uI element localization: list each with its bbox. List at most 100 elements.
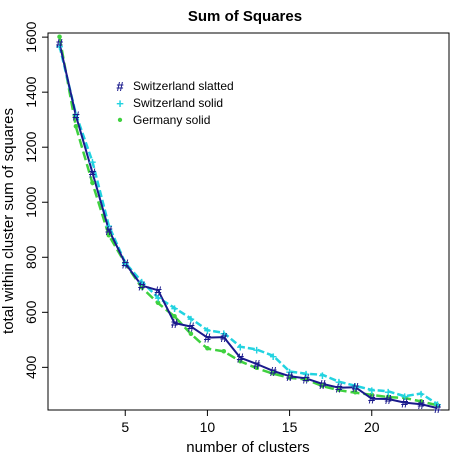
data-point: # xyxy=(352,380,360,395)
data-point: # xyxy=(56,36,64,51)
series-layer: •••••••••• •• • • • • • • • • • • • •++++++++++ ++ + ++ +… xyxy=(56,29,442,416)
legend-label: Germany solid xyxy=(133,113,210,127)
data-point: + xyxy=(121,256,129,271)
data-point: + xyxy=(138,274,146,289)
data-point: • xyxy=(402,390,408,407)
data-point: • xyxy=(73,119,79,136)
y-tick-label: 1000 xyxy=(23,186,39,217)
data-point: + xyxy=(105,219,113,234)
plot-frame xyxy=(47,32,450,411)
data-point: # xyxy=(270,364,278,379)
legend-label: Switzerland slatted xyxy=(133,79,234,93)
data-point: + xyxy=(236,340,244,355)
data-point: + xyxy=(384,384,392,399)
data-point: + xyxy=(352,379,360,394)
data-point: + xyxy=(286,364,294,379)
data-point: • xyxy=(90,175,96,192)
data-point: • xyxy=(270,366,276,383)
series-line xyxy=(58,42,438,410)
data-point: + xyxy=(319,368,327,383)
data-point: # xyxy=(89,166,97,181)
data-point: • xyxy=(172,308,178,325)
data-point: • xyxy=(287,370,293,387)
data-point: • xyxy=(320,378,326,395)
data-point: • xyxy=(353,385,359,402)
legend-marker: + xyxy=(116,96,124,111)
data-point: + xyxy=(335,375,343,390)
data-point: • xyxy=(435,397,441,414)
data-point: # xyxy=(434,401,442,416)
data-point: + xyxy=(417,386,425,401)
y-tick-label: 1400 xyxy=(23,76,39,107)
data-point: # xyxy=(72,109,80,124)
data-point: • xyxy=(237,353,243,370)
data-point: # xyxy=(253,357,261,372)
data-point: • xyxy=(254,360,260,377)
data-point: + xyxy=(368,383,376,398)
data-point: • xyxy=(155,295,161,312)
data-point: # xyxy=(335,381,343,396)
x-tick-label: 15 xyxy=(282,419,298,435)
data-point: + xyxy=(187,312,195,327)
data-point: # xyxy=(171,316,179,331)
data-point: + xyxy=(171,301,179,316)
data-point: # xyxy=(105,223,113,238)
y-axis-label: total within cluster sum of squares xyxy=(0,108,17,334)
legend-marker: • xyxy=(117,112,122,129)
data-point: # xyxy=(319,377,327,392)
y-tick-label: 400 xyxy=(23,355,39,379)
data-point: • xyxy=(385,389,391,406)
data-point: • xyxy=(188,326,194,343)
y-tick-label: 600 xyxy=(23,300,39,324)
data-point: # xyxy=(417,397,425,412)
data-point: # xyxy=(138,279,146,294)
data-point: + xyxy=(204,323,212,338)
data-point: # xyxy=(302,371,310,386)
x-axis-label: number of clusters xyxy=(186,439,309,456)
data-point: + xyxy=(220,326,228,341)
data-point: # xyxy=(286,369,294,384)
y-tick-label: 800 xyxy=(23,245,39,269)
data-point: + xyxy=(89,155,97,170)
legend-marker: # xyxy=(116,79,124,94)
data-point: # xyxy=(237,351,245,366)
data-point: • xyxy=(139,280,145,297)
data-point: # xyxy=(122,256,130,271)
data-point: • xyxy=(57,29,63,46)
data-point: # xyxy=(401,396,409,411)
legend-label: Switzerland solid xyxy=(133,96,223,110)
data-point: • xyxy=(418,393,424,410)
data-point: # xyxy=(204,331,212,346)
legend-box xyxy=(107,71,251,130)
x-tick-label: 20 xyxy=(364,419,380,435)
data-point: + xyxy=(269,349,277,364)
x-tick-label: 10 xyxy=(200,419,216,435)
data-point: + xyxy=(401,389,409,404)
data-point: • xyxy=(303,371,309,388)
data-point: + xyxy=(154,291,162,306)
data-point: # xyxy=(154,283,162,298)
data-point: • xyxy=(336,382,342,399)
data-point: + xyxy=(56,39,64,54)
chart-title: Sum of Squares xyxy=(188,8,302,25)
data-point: # xyxy=(368,392,376,407)
data-point: + xyxy=(72,107,80,122)
data-point: + xyxy=(253,342,261,357)
data-point: • xyxy=(106,227,112,244)
data-point: • xyxy=(369,387,375,404)
y-tick-label: 1600 xyxy=(23,21,39,52)
legend: # Switzerland slatted + Switzerland solid • G… xyxy=(107,71,251,130)
data-point: + xyxy=(302,367,310,382)
data-point: # xyxy=(385,392,393,407)
data-point: # xyxy=(220,330,228,345)
y-tick-label: 1200 xyxy=(23,131,39,162)
data-point: • xyxy=(122,255,128,272)
data-point: + xyxy=(434,397,442,412)
x-axis: 5 10 15 20 xyxy=(121,410,380,435)
x-tick-label: 5 xyxy=(121,419,129,435)
data-point: • xyxy=(221,343,227,360)
data-point: # xyxy=(187,320,195,335)
data-point: • xyxy=(205,341,211,358)
y-axis: 400 600 800 1000 1200 1400 1600 xyxy=(23,21,48,379)
